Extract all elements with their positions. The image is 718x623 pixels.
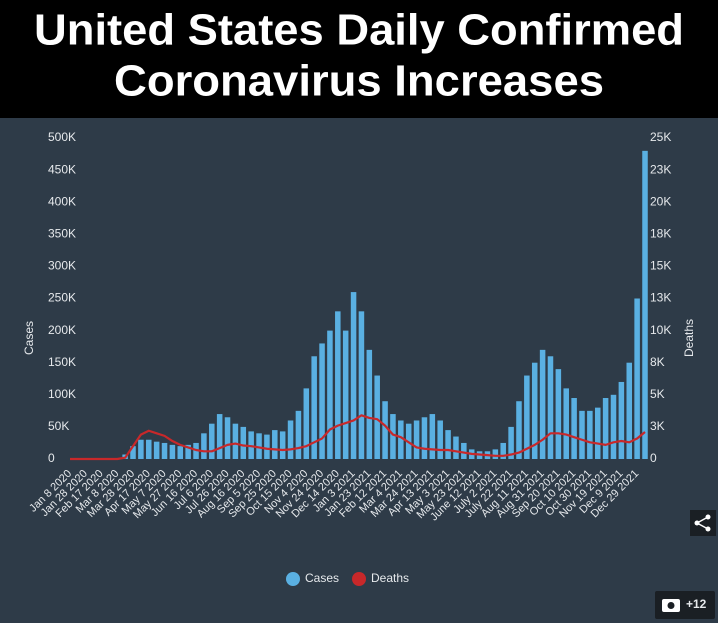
bar	[287, 420, 294, 459]
bar	[232, 423, 239, 459]
bar	[610, 394, 617, 459]
y2-tick-label: 8K	[650, 355, 665, 369]
bar	[146, 439, 152, 459]
bar	[366, 349, 373, 459]
bar	[547, 356, 554, 459]
bar	[398, 420, 404, 459]
bar	[169, 444, 176, 459]
bar	[429, 414, 436, 459]
bar	[390, 414, 396, 459]
title-band	[0, 0, 718, 118]
bar	[508, 426, 514, 459]
bar	[224, 417, 231, 459]
y-tick-label: 250K	[48, 291, 76, 305]
chart-title: Coronavirus Increases	[114, 57, 604, 106]
bar	[587, 410, 593, 459]
y-tick-label: 100K	[48, 387, 76, 401]
y-tick-label: 500K	[48, 130, 76, 144]
bar	[161, 442, 168, 459]
bar	[524, 375, 530, 459]
y-tick-label: 300K	[48, 259, 76, 273]
bar	[626, 362, 633, 459]
bar	[500, 442, 506, 459]
bar	[539, 349, 546, 459]
bar	[327, 330, 333, 459]
bar	[350, 292, 357, 459]
share-bg[interactable]	[690, 510, 716, 536]
photo-count: +12	[686, 597, 707, 611]
bar	[602, 398, 609, 459]
bar	[555, 369, 562, 459]
bar	[311, 356, 317, 459]
bar	[209, 423, 215, 459]
y-tick-label: 150K	[48, 355, 76, 369]
y2-tick-label: 15K	[650, 259, 671, 273]
bar	[571, 398, 577, 459]
bar	[264, 434, 270, 459]
bar	[516, 401, 522, 459]
legend-label: Cases	[305, 571, 339, 585]
bar	[461, 442, 467, 459]
y-tick-label: 450K	[48, 162, 76, 176]
share-lines	[696, 516, 709, 530]
y2-tick-label: 25K	[650, 130, 671, 144]
y-tick-label: 0	[48, 451, 55, 465]
line	[70, 414, 646, 461]
bar	[335, 311, 341, 459]
y-tick-label: 200K	[48, 323, 76, 337]
y-tick-label: 400K	[48, 194, 76, 208]
bar	[492, 449, 499, 459]
bar	[382, 401, 388, 459]
bar	[303, 388, 310, 459]
legend-marker	[352, 572, 367, 586]
bar	[342, 330, 349, 459]
bar	[138, 439, 144, 459]
gallery-button[interactable]: +12	[655, 591, 715, 619]
bar	[453, 436, 459, 459]
bar	[319, 343, 325, 459]
bar	[177, 446, 184, 459]
bar	[594, 407, 601, 459]
y-tick-label: 50K	[48, 419, 69, 433]
bar	[216, 414, 223, 459]
camera-lens	[667, 602, 675, 609]
legend-marker	[286, 572, 300, 586]
chart-title: United States Daily Confirmed	[34, 6, 684, 55]
bar	[240, 426, 247, 459]
bar	[201, 433, 207, 459]
y-tick-label: 350K	[48, 226, 76, 240]
legend-label: Deaths	[371, 571, 409, 585]
bar	[618, 381, 625, 459]
bar	[634, 298, 640, 459]
bar	[531, 362, 538, 459]
y2-tick-label: 23K	[650, 162, 671, 176]
y2-axis-title: Deaths	[682, 319, 696, 357]
bar	[421, 417, 428, 459]
bar	[279, 431, 286, 459]
bar	[153, 441, 160, 459]
y2-tick-label: 10K	[650, 323, 671, 337]
bar	[374, 375, 380, 459]
bar	[445, 430, 451, 459]
share-button[interactable]	[690, 510, 716, 536]
y2-tick-label: 18K	[650, 226, 671, 240]
bar	[437, 420, 443, 459]
bar	[579, 410, 585, 459]
bar	[358, 311, 365, 459]
bar	[130, 446, 136, 459]
bar	[563, 388, 569, 459]
bar	[256, 433, 262, 459]
bar	[295, 410, 302, 459]
y2-tick-label: 20K	[650, 194, 671, 208]
y-axis-title: Cases	[22, 321, 36, 355]
y2-tick-label: 13K	[650, 291, 671, 305]
bar	[413, 420, 420, 459]
y2-tick-label: 3K	[650, 419, 665, 433]
bar	[272, 430, 278, 459]
y2-tick-label: 0	[650, 451, 657, 465]
bar	[642, 150, 648, 459]
bar	[185, 444, 191, 459]
y2-tick-label: 5K	[650, 387, 665, 401]
